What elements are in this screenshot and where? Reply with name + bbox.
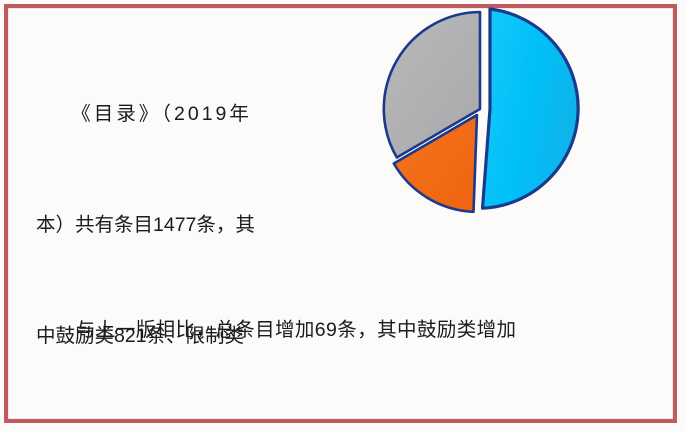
paragraph-top: 《目录》（2019年 本）共有条目1477条，其 中鼓励类821条、限制类 21…: [36, 22, 336, 431]
paragraph-bottom-line-1: 与上一版相比，总条目增加69条，其中鼓励类增加: [36, 312, 652, 350]
pie-slice-encourage[interactable]: [480, 7, 580, 210]
paragraph-bottom: 与上一版相比，总条目增加69条，其中鼓励类增加 60条、限制类减少8条、淘汰类增…: [36, 238, 652, 431]
pie-slice-restrict-path[interactable]: [392, 113, 479, 214]
pie-chart-svg: [382, 7, 580, 214]
paragraph-top-line-1: 《目录》（2019年: [36, 103, 252, 125]
pie-slice-discard-path[interactable]: [382, 10, 482, 159]
pie-slice-discard[interactable]: [382, 10, 482, 159]
paragraph-bottom-line-2: 60条、限制类减少8条、淘汰类增加17条。: [36, 424, 652, 431]
pie-slice-restrict[interactable]: [392, 113, 479, 214]
paragraph-top-line-2: 本）共有条目1477条，其: [36, 214, 255, 236]
paragraph-top-line-3: 中鼓励类821条、限制类: [36, 325, 245, 347]
pie-chart: 淘汰类 441条 限制类 215条 鼓励类 821条: [352, 2, 620, 218]
paragraph-bottom-line-1-text: 与上一版相比，总条目增加69条，其中鼓励类增加: [76, 319, 517, 341]
pie-slice-encourage-path[interactable]: [480, 7, 580, 210]
